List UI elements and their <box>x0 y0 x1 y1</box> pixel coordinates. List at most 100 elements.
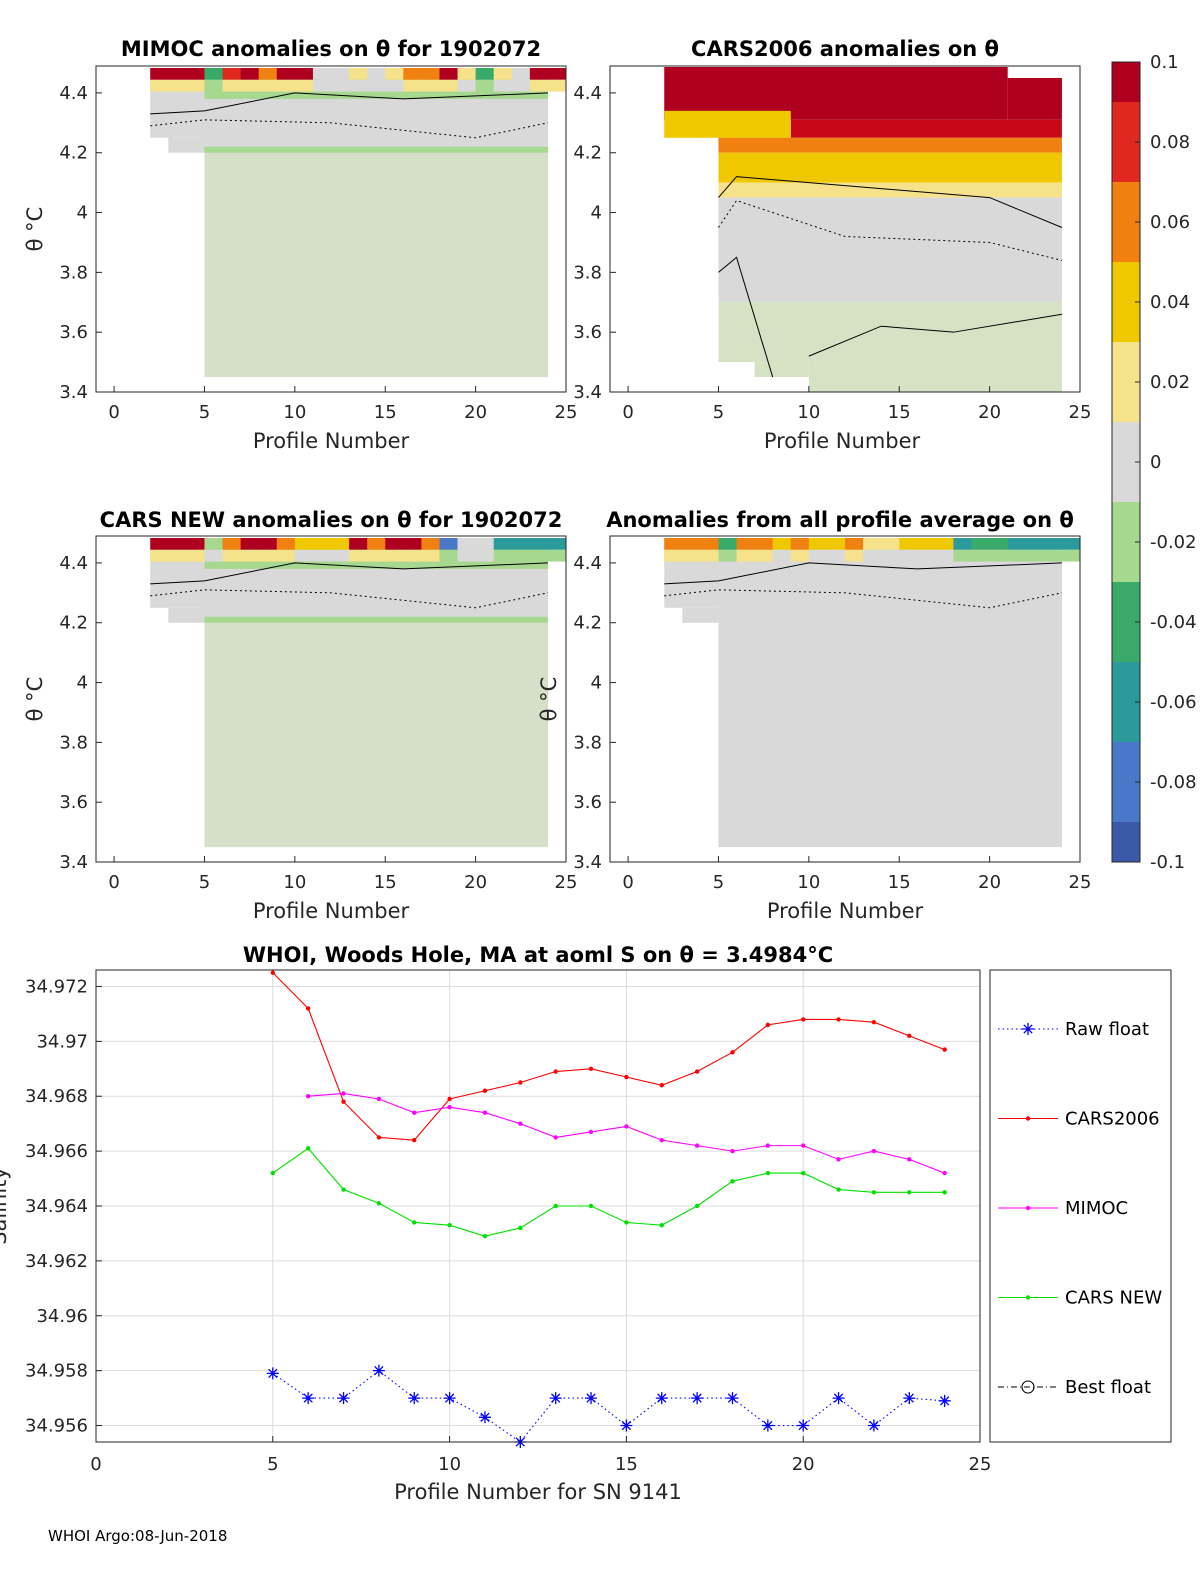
series-point-mimoc <box>588 1129 594 1135</box>
heatmap-cell <box>511 538 531 550</box>
heatmap-cell <box>935 538 954 550</box>
panel-mimoc: MIMOC anomalies on θ for 1902072 0 5 10 15 2… <box>23 37 577 453</box>
heatmap-cell <box>547 538 567 550</box>
raw-float-point <box>408 1392 421 1405</box>
heatmap-cell <box>186 549 205 562</box>
y-tick-label: 4.2 <box>59 613 88 634</box>
heatmap-cell <box>754 362 809 378</box>
heatmap-cell <box>953 538 973 550</box>
heatmap-cell <box>1007 549 1027 562</box>
heatmap-cell <box>511 549 531 562</box>
heatmap-cell <box>899 538 918 550</box>
heatmap-cell <box>367 549 386 562</box>
series-point-cars_new <box>305 1146 311 1151</box>
mimoc-ylabel: θ °C <box>23 207 47 252</box>
heatmap-cell <box>845 538 864 550</box>
heatmap-cell <box>349 79 368 92</box>
series-point-cars_new <box>553 1203 558 1209</box>
x-tick-label: 25 <box>1069 402 1092 423</box>
raw-float-point <box>832 1392 845 1405</box>
all-average-heatmap <box>664 538 1081 848</box>
heatmap-cell <box>222 68 242 80</box>
series-point-cars_new <box>270 1170 275 1176</box>
heatmap-cell <box>204 538 224 550</box>
contour-line <box>664 562 1062 585</box>
heatmap-cell <box>186 68 205 80</box>
colorbar-step <box>1112 182 1140 223</box>
series-point-mimoc <box>836 1157 841 1162</box>
colorbar-tick-label: -0.04 <box>1150 612 1197 633</box>
x-tick-label: 15 <box>374 872 397 893</box>
x-tick-label: 5 <box>713 402 724 423</box>
x-tick-label: 25 <box>1069 872 1092 893</box>
contour-line <box>150 562 548 585</box>
y-tick-label: 3.6 <box>573 322 602 343</box>
colorbar-tick-label: 0.02 <box>1150 372 1190 393</box>
heatmap-cell <box>168 137 205 153</box>
panel-cars-new: CARS NEW anomalies on θ for 1902072 0 5 10… <box>23 508 577 923</box>
mimoc-heatmap <box>150 68 567 378</box>
heatmap-cell <box>240 68 260 80</box>
x-tick-label: 10 <box>438 1454 461 1475</box>
series-line-cars2006 <box>272 972 945 1141</box>
heatmap-cell <box>718 182 1062 198</box>
series-point-mimoc <box>694 1143 700 1148</box>
series-point-cars_new <box>482 1233 488 1239</box>
series-point-cars2006 <box>624 1074 629 1080</box>
heatmap-cell <box>421 549 440 562</box>
heatmap-cell <box>826 538 846 550</box>
heatmap-cell <box>331 549 350 562</box>
y-tick-label: 3.6 <box>59 322 88 343</box>
y-tick-label: 4 <box>591 673 602 694</box>
contour-line-dotted <box>718 199 1063 261</box>
colorbar: 0.1 0.08 0.06 0.04 0.02 0 -0.02 -0.04 -0.06 -0.08… <box>1111 52 1197 873</box>
heatmap-cell <box>511 68 531 80</box>
heatmap-cell <box>754 549 774 562</box>
series-point-cars_new <box>518 1225 523 1231</box>
x-tick-label: 5 <box>713 872 724 893</box>
heatmap-cell <box>1043 549 1063 562</box>
heatmap-cell <box>168 549 187 562</box>
raw-float-point <box>443 1392 456 1405</box>
heatmap-cell <box>349 68 368 80</box>
all-average-ylabel: θ °C <box>537 677 561 722</box>
y-tick-label: 34.96 <box>36 1306 88 1327</box>
contour-line <box>718 176 1063 228</box>
all-average-ticks: 0 5 10 15 20 25 3.4 3.6 3.8 4 4.2 4.4 <box>573 553 1091 893</box>
heatmap-cell <box>718 152 1062 183</box>
raw-float-point <box>726 1392 739 1405</box>
series-point-cars_new <box>447 1223 452 1228</box>
series-point-mimoc <box>341 1091 346 1096</box>
heatmap-cell <box>421 79 440 92</box>
y-tick-label: 3.8 <box>573 732 602 753</box>
colorbar-step <box>1112 422 1140 463</box>
heatmap-cell <box>718 847 736 848</box>
salinity-grid <box>95 970 981 1442</box>
heatmap-cell <box>222 549 242 562</box>
x-tick-label: 0 <box>108 872 119 893</box>
y-tick-label: 4.4 <box>59 553 88 574</box>
series-point-cars2006 <box>376 1135 382 1140</box>
legend-label: MIMOC <box>1065 1198 1128 1219</box>
cars-new-axes-box <box>95 535 567 863</box>
colorbar-tick-label: 0 <box>1150 452 1161 473</box>
heatmap-cell <box>150 79 169 92</box>
series-point-mimoc <box>730 1148 735 1154</box>
all-average-title: Anomalies from all profile average on θ <box>606 508 1074 532</box>
raw-float-point <box>478 1411 491 1424</box>
heatmap-cell <box>547 549 567 562</box>
series-point-mimoc <box>376 1096 382 1102</box>
x-tick-label: 0 <box>622 872 633 893</box>
series-point-mimoc <box>765 1143 771 1148</box>
heatmap-cell <box>186 538 205 550</box>
heatmap-cell <box>971 538 991 550</box>
heatmap-cell <box>168 538 187 550</box>
colorbar-step <box>1112 142 1140 183</box>
heatmap-cell <box>168 607 205 623</box>
series-point-mimoc <box>907 1157 912 1162</box>
heatmap-cell <box>718 549 738 562</box>
heatmap-cell <box>475 538 495 550</box>
y-tick-label: 4.4 <box>573 553 602 574</box>
salinity-title: WHOI, Woods Hole, MA at aoml S on θ = 3.… <box>243 943 833 967</box>
